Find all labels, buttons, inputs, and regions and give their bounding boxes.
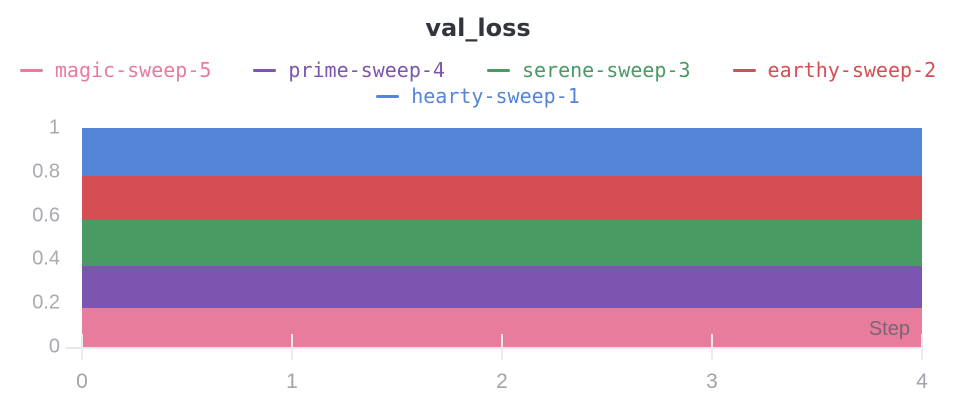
y-tick-label: 0 <box>48 335 60 358</box>
plot-area[interactable]: Step <box>82 128 922 347</box>
legend-line-marker-icon <box>732 68 756 72</box>
x-tick-mark <box>291 334 293 360</box>
x-axis-line <box>66 347 922 349</box>
legend-label: earthy-sweep-2 <box>767 58 937 82</box>
legend-line-marker-icon <box>253 68 277 72</box>
legend-item-serene-sweep-3[interactable]: serene-sweep-3 <box>486 57 691 83</box>
legend-item-hearty-sweep-1[interactable]: hearty-sweep-1 <box>376 83 580 109</box>
area-bands <box>82 128 922 347</box>
legend: magic-sweep-5 prime-sweep-4 serene-sweep-3… <box>0 57 956 109</box>
x-tick-label: 2 <box>496 370 508 393</box>
y-tick-label: 0.2 <box>32 291 60 314</box>
x-tick-label: 4 <box>916 370 928 393</box>
x-tick-mark <box>921 334 923 360</box>
chart-title: val_loss <box>425 14 531 42</box>
legend-line-marker-icon <box>19 68 43 72</box>
legend-label: prime-sweep-4 <box>288 58 445 82</box>
legend-label: hearty-sweep-1 <box>411 84 580 108</box>
y-tick-label: 0.6 <box>32 204 60 227</box>
y-tick-label: 0.4 <box>32 247 60 270</box>
y-tick-label: 0.8 <box>32 160 60 183</box>
legend-label: serene-sweep-3 <box>521 58 691 82</box>
x-tick-mark <box>81 334 83 360</box>
legend-line-marker-icon <box>486 68 510 72</box>
x-tick-label: 0 <box>76 370 88 393</box>
x-tick-mark <box>711 334 713 360</box>
legend-row-1: magic-sweep-5 prime-sweep-4 serene-sweep-3… <box>0 57 956 83</box>
legend-line-marker-icon <box>376 94 400 98</box>
y-tick-label: 1 <box>48 116 60 139</box>
x-tick-mark <box>501 334 503 360</box>
legend-label: magic-sweep-5 <box>54 58 212 82</box>
legend-item-earthy-sweep-2[interactable]: earthy-sweep-2 <box>732 57 937 83</box>
legend-row-2: hearty-sweep-1 <box>0 83 956 109</box>
legend-item-magic-sweep-5[interactable]: magic-sweep-5 <box>19 57 212 83</box>
x-tick-label: 3 <box>706 370 718 393</box>
legend-item-prime-sweep-4[interactable]: prime-sweep-4 <box>253 57 445 83</box>
x-tick-label: 1 <box>286 370 298 393</box>
